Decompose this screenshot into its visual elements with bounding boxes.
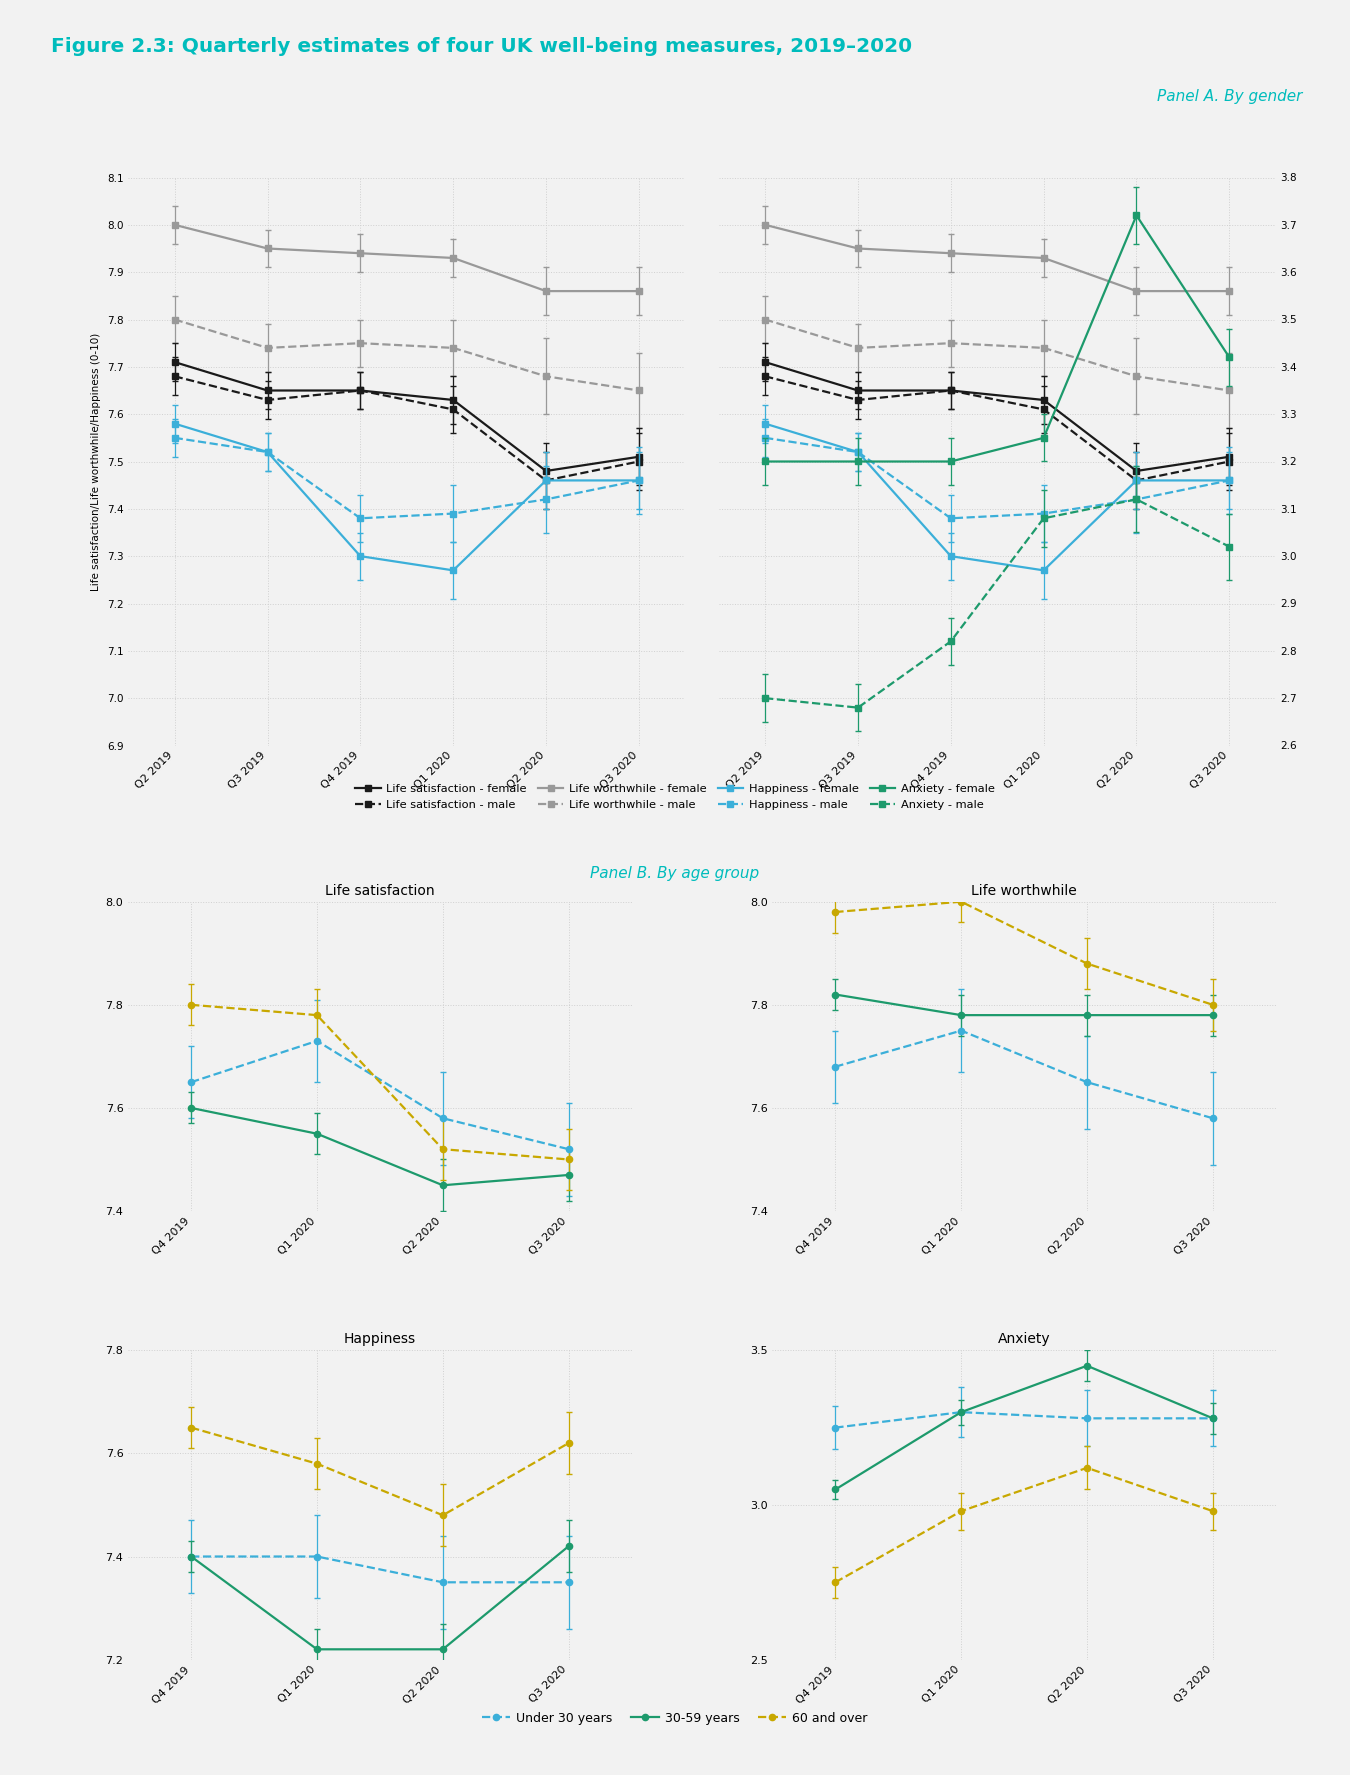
Title: Happiness: Happiness — [344, 1333, 416, 1345]
Title: Life satisfaction: Life satisfaction — [325, 884, 435, 898]
Text: Panel B. By age group: Panel B. By age group — [590, 866, 760, 880]
Title: Life worthwhile: Life worthwhile — [971, 884, 1077, 898]
Y-axis label: Life satisfaction/Life worthwhile/Happiness (0-10): Life satisfaction/Life worthwhile/Happin… — [92, 332, 101, 591]
Legend: Under 30 years, 30-59 years, 60 and over: Under 30 years, 30-59 years, 60 and over — [478, 1708, 872, 1729]
Text: Panel A. By gender: Panel A. By gender — [1157, 89, 1303, 103]
Text: Figure 2.3: Quarterly estimates of four UK well-being measures, 2019–2020: Figure 2.3: Quarterly estimates of four … — [51, 37, 913, 57]
Legend: Life satisfaction - female, Life satisfaction - male, Life worthwhile - female, : Life satisfaction - female, Life satisfa… — [351, 779, 999, 815]
Title: Anxiety: Anxiety — [998, 1333, 1050, 1345]
